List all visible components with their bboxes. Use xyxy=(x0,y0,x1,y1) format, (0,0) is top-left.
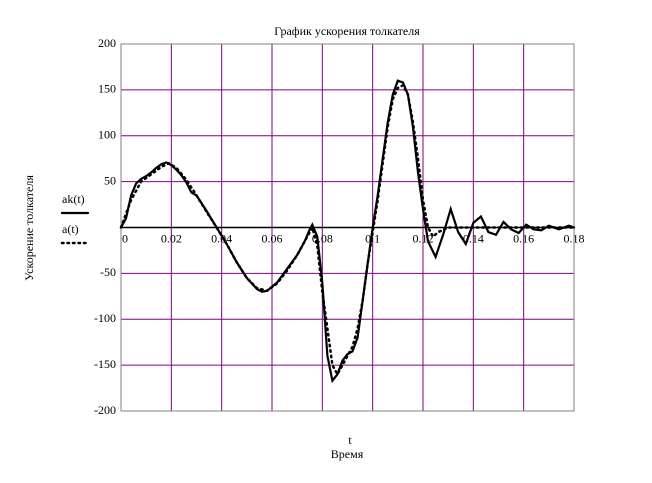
legend-label: ak(t) xyxy=(62,192,85,206)
x-axis-sublabel: Время xyxy=(331,447,364,461)
y-tick-label: 200 xyxy=(98,36,116,50)
x-axis-label: t xyxy=(348,433,352,447)
x-tick-label: 0.04 xyxy=(211,231,232,245)
y-tick-label: -150 xyxy=(94,357,116,371)
x-tick-label: 0.16 xyxy=(513,231,534,245)
y-tick-label: 50 xyxy=(104,173,116,187)
y-tick-label: -50 xyxy=(100,265,116,279)
x-tick-label: 0.1 xyxy=(365,231,380,245)
legend-label: a(t) xyxy=(62,222,79,236)
series-line xyxy=(119,83,576,377)
y-tick-label: -100 xyxy=(94,311,116,325)
x-tick-label: 0.06 xyxy=(262,231,283,245)
y-tick-label: 100 xyxy=(98,128,116,142)
y-tick-label: 150 xyxy=(98,82,116,96)
x-tick-label: 0.12 xyxy=(413,231,434,245)
y-axis-label: Ускорение толкателя xyxy=(22,175,36,281)
chart-title: График ускорения толкателя xyxy=(274,24,420,38)
series-line xyxy=(119,79,576,384)
x-tick-label: 0 xyxy=(122,231,128,245)
x-tick-label: 0.02 xyxy=(161,231,182,245)
y-tick-label: -200 xyxy=(94,403,116,417)
